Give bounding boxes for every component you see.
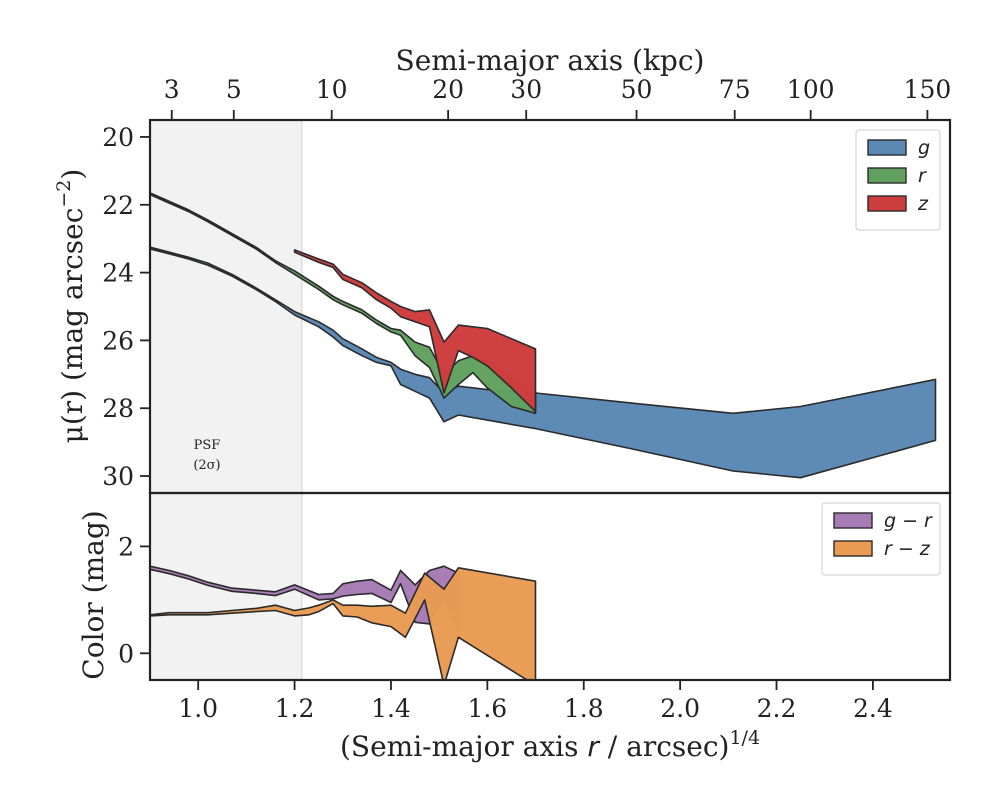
band-g [150, 246, 937, 479]
psf-label: PSF [194, 438, 221, 453]
bottom-panel-y-ticks: 02 [118, 532, 150, 668]
y-tick-label: 0 [118, 639, 134, 668]
bottom-panel-y-label: Color (mag) [77, 510, 110, 679]
x-label-exp: 1/4 [729, 727, 760, 749]
legend-swatch-0 [867, 139, 907, 156]
legend-label-1: r [918, 165, 927, 187]
legend-label-0: g − r [884, 510, 933, 532]
band-r [150, 192, 537, 415]
psf-region-top [150, 120, 302, 493]
y-tick-label: 20 [102, 123, 134, 152]
psf-sigma-label: (2σ) [193, 458, 220, 473]
top-tick-label: 30 [510, 75, 542, 104]
y-tick-label: 26 [102, 326, 134, 355]
top-tick-label: 10 [316, 75, 348, 104]
top-tick-label: 3 [164, 75, 180, 104]
x-label-rest: / arcsec) [599, 730, 730, 763]
legend-label-1: r − z [884, 538, 931, 560]
top-tick-label: 20 [432, 75, 464, 104]
x-tick-label: 2.0 [660, 694, 700, 723]
y-label-close: ) [56, 169, 89, 180]
surface-brightness-bands [150, 192, 937, 479]
legend-label-2: z [917, 193, 929, 215]
y-tick-label: 30 [102, 462, 134, 491]
y-label-sup: −2 [53, 180, 75, 208]
x-tick-label: 1.4 [371, 694, 411, 723]
legend-label-0: g [918, 137, 930, 159]
top-panel-y-label: μ(r) (mag arcsec−2) [53, 169, 89, 444]
bottom-panel-frame [148, 491, 952, 682]
top-tick-label: 50 [621, 75, 653, 104]
bottom-axis-label: (Semi-major axis r / arcsec)1/4 [340, 727, 760, 763]
top-tick-label: 75 [719, 75, 751, 104]
legend-swatch-1 [833, 540, 873, 557]
x-tick-label: 1.8 [564, 694, 604, 723]
x-tick-label: 2.4 [853, 694, 893, 723]
top-axis-label: Semi-major axis (kpc) [396, 44, 705, 77]
x-tick-label: 1.6 [467, 694, 507, 723]
top-axis-ticks: 3 5 10 20 30 50 75 100 150 [164, 75, 951, 120]
y-label-main: μ(r) (mag arcsec [56, 208, 89, 444]
top-tick-label: 150 [904, 75, 952, 104]
top-tick-label: 100 [787, 75, 835, 104]
x-tick-label: 1.0 [178, 694, 218, 723]
band-z [293, 249, 537, 413]
y-tick-label: 22 [102, 191, 134, 220]
y-tick-label: 24 [102, 259, 134, 288]
band-rz [150, 567, 537, 680]
bottom-panel-legend: g − r r − z [821, 502, 941, 576]
x-label-main: (Semi-major axis [340, 730, 587, 763]
legend-swatch-0 [833, 512, 873, 529]
color-bands [150, 565, 537, 680]
y-tick-label: 28 [102, 394, 134, 423]
x-tick-label: 1.2 [275, 694, 315, 723]
legend-swatch-1 [867, 167, 907, 184]
top-tick-label: 5 [226, 75, 242, 104]
x-label-var: r [587, 730, 600, 763]
legend-swatch-2 [867, 195, 907, 212]
x-tick-label: 2.2 [757, 694, 797, 723]
top-panel-y-ticks: 20 22 24 26 28 30 [102, 123, 150, 491]
bottom-axis-ticks: 1.0 1.2 1.4 1.6 1.8 2.0 2.2 2.4 [178, 680, 893, 723]
top-panel-legend: grz [855, 129, 941, 231]
y-tick-label: 2 [118, 532, 134, 561]
